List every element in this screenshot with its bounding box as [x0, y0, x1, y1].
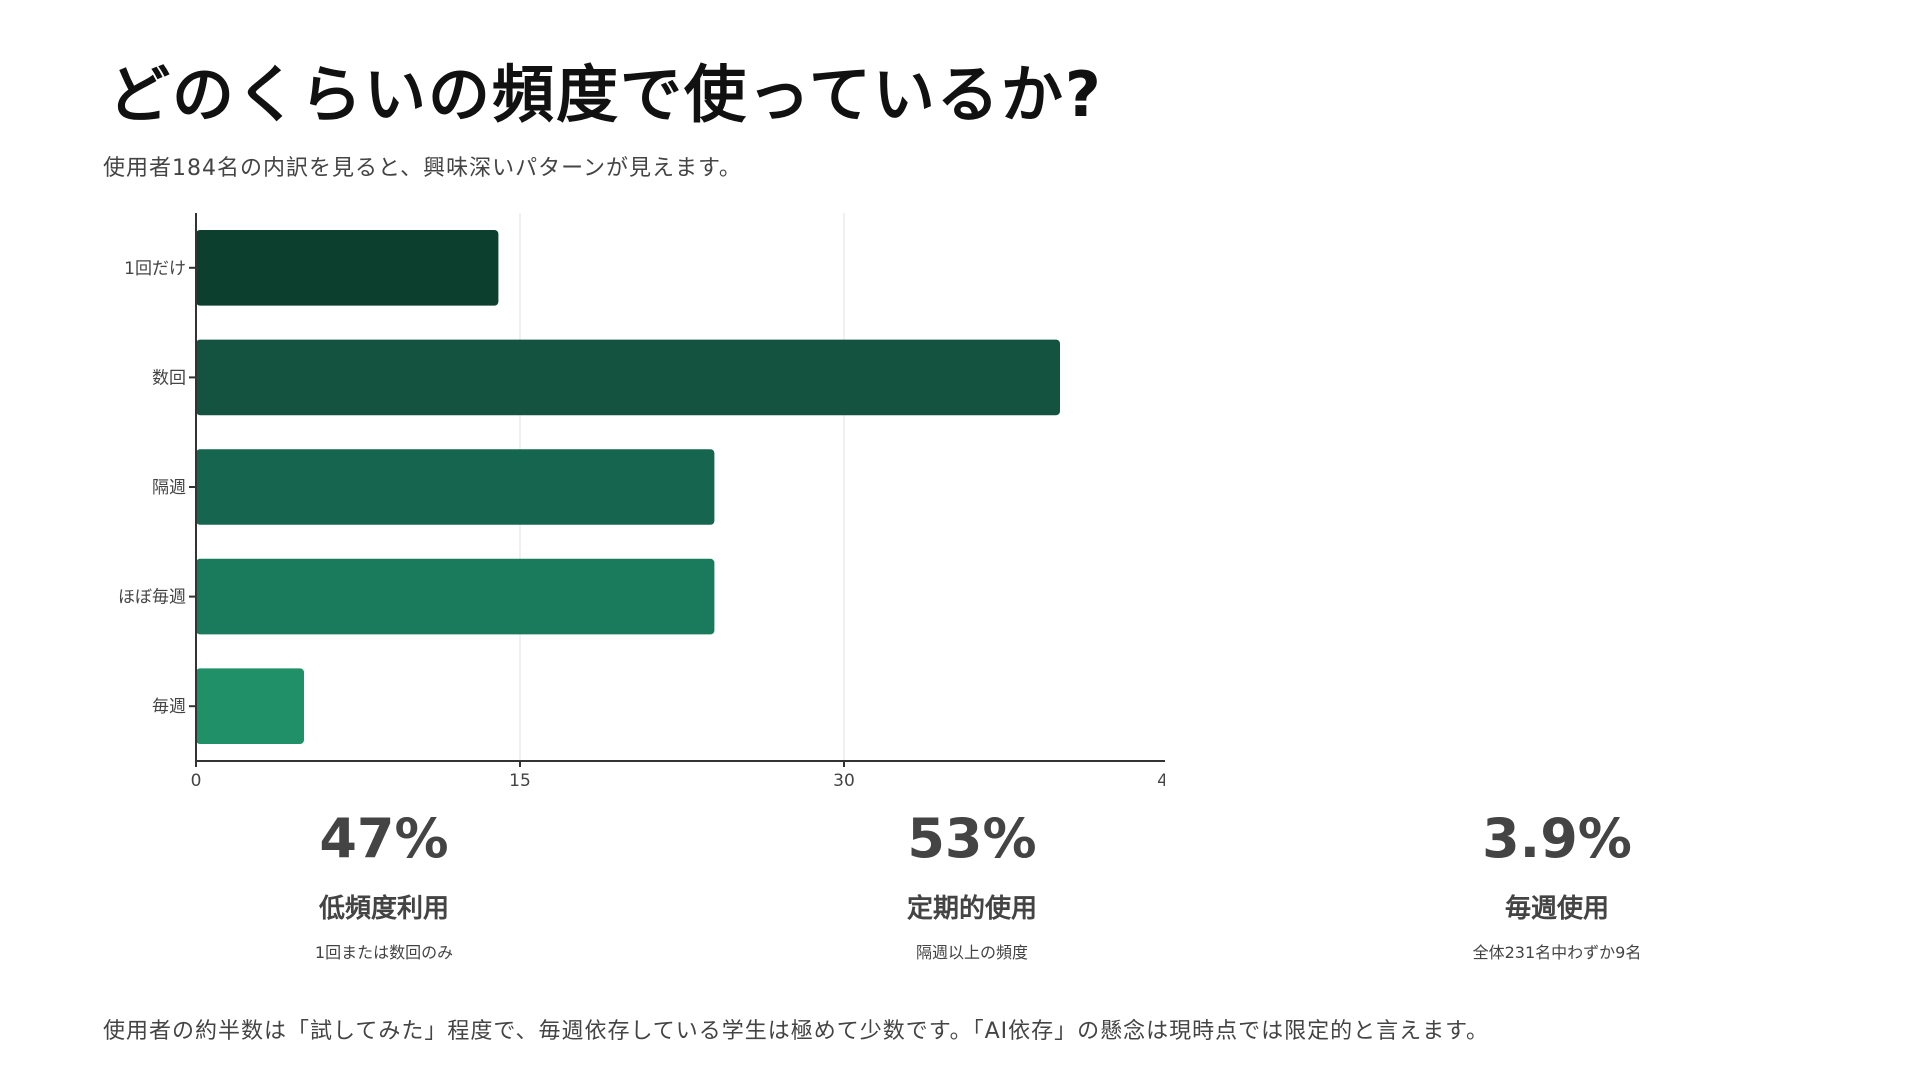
- stat-value: 47%: [319, 807, 449, 870]
- stat-label: 低頻度利用: [318, 894, 449, 924]
- stat-value: 53%: [907, 807, 1037, 870]
- y-tick-label: 隔週: [152, 478, 186, 498]
- bar-1: [196, 339, 1060, 416]
- y-tick-label: 数回: [152, 368, 186, 388]
- x-tick-label: 15: [509, 771, 531, 791]
- y-tick-label: ほぼ毎週: [118, 588, 186, 608]
- page-subtitle: 使用者184名の内訳を見ると、興味深いパターンが見えます。: [103, 156, 742, 181]
- bar-2: [196, 449, 715, 525]
- stat-sub: 1回または数回のみ: [314, 943, 454, 962]
- bar-3: [196, 558, 715, 635]
- bar-0: [196, 229, 499, 306]
- stat-regular-use: 53% 定期的使用 隔週以上の頻度: [772, 812, 1172, 963]
- stat-sub: 隔週以上の頻度: [915, 943, 1028, 962]
- stat-low-frequency: 47% 低頻度利用 1回または数回のみ: [184, 812, 584, 963]
- x-tick-label: 45: [1157, 771, 1165, 791]
- y-tick-label: 1回だけ: [124, 259, 186, 279]
- y-tick-label: 毎週: [152, 697, 186, 717]
- page-title: どのくらいの頻度で使っているか?: [108, 58, 1103, 131]
- bar-4: [196, 668, 304, 745]
- stat-sub: 全体231名中わずか9名: [1472, 943, 1642, 962]
- stat-value: 3.9%: [1482, 807, 1632, 870]
- stat-label: 定期的使用: [906, 894, 1037, 924]
- stat-label: 毎週使用: [1504, 894, 1609, 924]
- stat-weekly-use: 3.9% 毎週使用 全体231名中わずか9名: [1357, 812, 1757, 963]
- footer-note: 使用者の約半数は「試してみた」程度で、毎週依存している学生は極めて少数です。「A…: [103, 1019, 1489, 1044]
- x-tick-label: 0: [191, 771, 202, 791]
- x-tick-label: 30: [833, 771, 855, 791]
